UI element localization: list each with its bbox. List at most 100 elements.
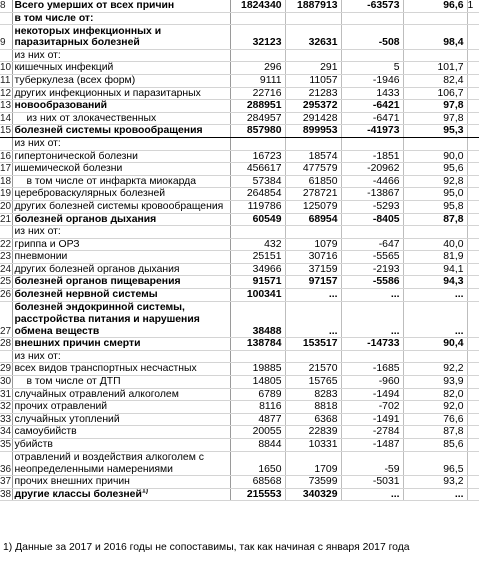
value-2016: 68954 — [285, 213, 342, 227]
table-row: 29 всех видов транспортных несчастных 1988… — [0, 362, 479, 377]
value-2016: 153517 — [285, 337, 342, 351]
row-label-line: из них от: — [14, 49, 61, 61]
row-label-line: других болезней органов дыхания — [14, 263, 180, 275]
row-label: пневмонии — [12, 250, 231, 264]
value-diff: -20962 — [341, 162, 404, 176]
value-2017: 138784 — [230, 337, 286, 351]
value-percent: 94,3 — [403, 275, 468, 290]
row-label: случайных утоплений — [12, 413, 231, 427]
row-label-line: Всего умерших от всех причин — [14, 0, 175, 11]
table-row: 11 туберкулеза (всех форм) 9111 11057 -1946 8… — [0, 74, 479, 88]
table-row: из них от: — [0, 137, 479, 151]
table-row: 31 случайных отравлений алкоголем 6789 8283… — [0, 388, 479, 402]
row-number: 36 — [0, 451, 13, 477]
table-row: 34 самоубийств 20055 22839 -2784 87,8 — [0, 425, 479, 439]
value-percent: 81,9 — [403, 250, 468, 264]
value-diff: -2193 — [341, 263, 404, 277]
row-number: 23 — [0, 250, 13, 264]
extra-cell — [467, 438, 479, 452]
value-2016: 21570 — [285, 362, 342, 377]
value-percent: 95,0 — [403, 187, 468, 201]
extra-cell — [467, 175, 479, 189]
table-row: 13 новообразований 288951 295372 -6421 97,8 — [0, 99, 479, 113]
value-2017: 32123 — [230, 24, 286, 50]
value-2017: 1650 — [230, 451, 286, 477]
row-label: другие классы болезней1) — [12, 488, 231, 502]
row-number: 38 — [0, 488, 13, 502]
extra-cell — [467, 150, 479, 164]
row-number: 35 — [0, 438, 13, 452]
table-row: 20 других болезней системы кровообращения… — [0, 200, 479, 214]
value-percent: 97,8 — [403, 112, 468, 126]
value-diff: -4466 — [341, 175, 404, 189]
row-label-line: прочих отравлений — [14, 401, 108, 413]
table-row: 26 болезней нервной системы 100341........… — [0, 288, 479, 302]
extra-cell — [467, 350, 479, 364]
value-2016: 10331 — [285, 438, 342, 452]
row-label: из них от: — [12, 137, 231, 151]
row-label-line: расстройства питания и нарушения — [14, 314, 200, 326]
value-percent — [403, 12, 468, 26]
row-number — [0, 137, 13, 151]
row-label-line: убийств — [14, 439, 53, 450]
row-label-line: гипертонической болезни — [14, 150, 138, 162]
extra-cell — [467, 238, 479, 252]
value-percent: 97,8 — [403, 99, 468, 113]
row-number: 20 — [0, 200, 13, 214]
footnote-text: 1) Данные за 2017 и 2016 годы не сопоста… — [3, 542, 410, 553]
row-label-line: болезней органов дыхания — [14, 213, 157, 225]
value-diff — [341, 350, 404, 364]
row-label-line: прочих внешних причин — [14, 476, 130, 488]
row-label: самоубийств — [12, 425, 231, 439]
value-2016: 73599 — [285, 475, 342, 489]
row-number: 17 — [0, 162, 13, 176]
value-2017: 68568 — [230, 475, 286, 489]
row-label: Всего умерших от всех причин — [12, 0, 231, 13]
row-label: болезней органов дыхания — [12, 213, 231, 227]
row-number: 26 — [0, 288, 13, 302]
value-diff: -1494 — [341, 388, 404, 402]
value-diff: -14733 — [341, 337, 404, 351]
value-2016: 340329 — [285, 488, 342, 502]
table-row: 17 ишемической болезни 456617 477579 -20962 9… — [0, 162, 479, 176]
row-number: 13 — [0, 99, 13, 113]
row-number: 14 — [0, 112, 13, 126]
value-percent: 90,4 — [403, 337, 468, 351]
row-label-line: новообразований — [14, 100, 108, 112]
row-label-line: из них от: — [14, 350, 61, 362]
value-2017: 38488 — [230, 301, 286, 339]
value-2016: 32631 — [285, 24, 342, 50]
value-percent: 87,8 — [403, 213, 468, 227]
table-row: 27 болезней эндокринной системы, расстройс… — [0, 301, 479, 339]
value-percent: 90,0 — [403, 150, 468, 164]
value-percent: 87,8 — [403, 425, 468, 439]
row-label: из них от злокачественных — [12, 112, 231, 126]
table-row: 22 гриппа и ОРЗ 432 1079 -647 40,0 — [0, 238, 479, 252]
table-row: 30 в том числе от ДТП 14805 15765 -960 93,9 — [0, 375, 479, 389]
table-row: 33 случайных утоплений 4877 6368 -1491 76,6 — [0, 413, 479, 427]
row-number: 12 — [0, 87, 13, 101]
value-2017: 119786 — [230, 200, 286, 214]
value-percent: 85,6 — [403, 438, 468, 452]
value-diff: -41973 — [341, 124, 404, 138]
value-2016 — [285, 137, 342, 151]
value-2017: 4877 — [230, 413, 286, 427]
value-2016 — [285, 12, 342, 26]
table-row: 16 гипертонической болезни 16723 18574 -1851… — [0, 150, 479, 164]
value-2016: 291 — [285, 61, 342, 75]
row-label: в том числе от: — [12, 12, 231, 26]
row-label: отравлений и воздействия алкоголем с неоп… — [12, 451, 231, 477]
row-label-line: болезней эндокринной системы, — [14, 302, 185, 314]
value-percent: 96,5 — [403, 451, 468, 477]
table-row: 28 внешних причин смерти 138784 153517 -1473… — [0, 337, 479, 351]
value-2016 — [285, 225, 342, 239]
value-percent — [403, 350, 468, 364]
value-2016: 295372 — [285, 99, 342, 113]
value-2017: 100341 — [230, 288, 286, 302]
value-percent — [403, 49, 468, 63]
row-number: 19 — [0, 187, 13, 201]
row-number: 29 — [0, 362, 13, 377]
extra-cell — [467, 451, 479, 477]
row-number: 33 — [0, 413, 13, 427]
extra-cell — [467, 200, 479, 214]
